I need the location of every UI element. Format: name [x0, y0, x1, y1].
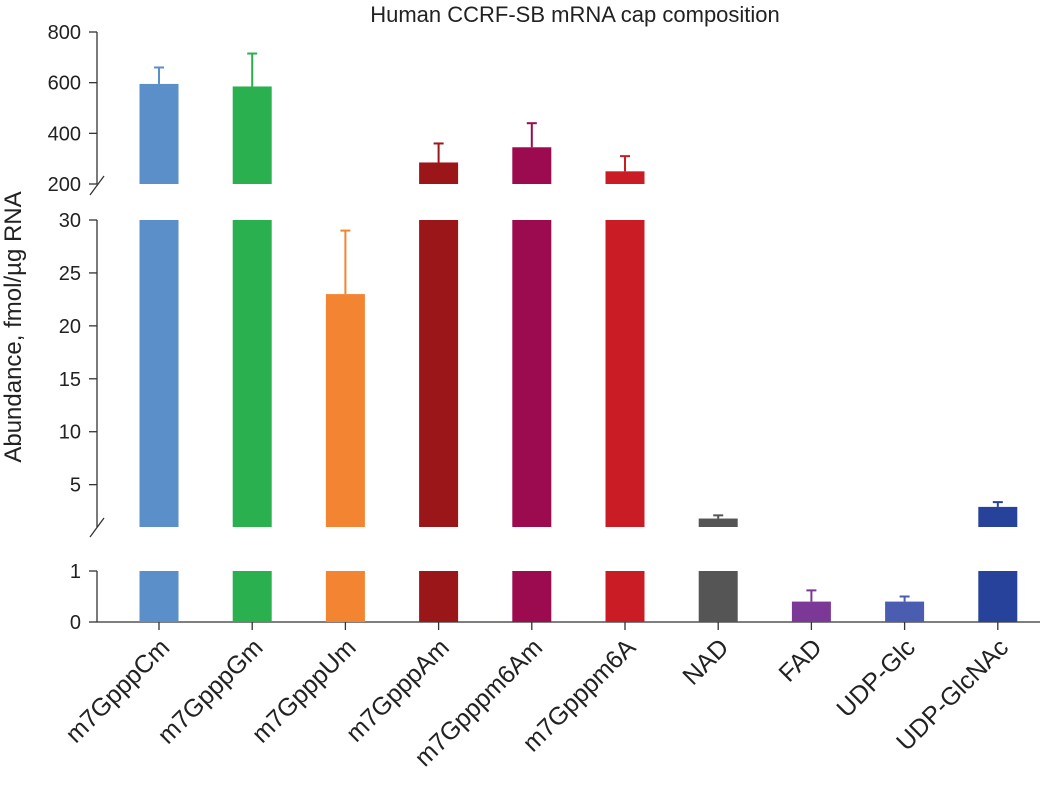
bar-m7gpppgm [232, 571, 272, 622]
y-tick-label: 0 [70, 612, 81, 634]
x-tick-label: NAD [677, 633, 734, 690]
bar-nad [698, 571, 738, 622]
axis-break-mark [89, 517, 105, 538]
bar-m7gpppm6am [512, 147, 552, 184]
bar-m7gpppcm [139, 220, 179, 527]
bar-udp-glcnac [978, 571, 1018, 622]
axes [89, 31, 1040, 630]
y-tick-label: 25 [59, 263, 81, 285]
x-tick-label: FAD [773, 633, 827, 687]
bar-m7gpppcm [139, 571, 179, 622]
y-tick-label: 20 [59, 316, 81, 338]
bar-m7gpppm6a [605, 571, 645, 622]
y-tick-label: 15 [59, 369, 81, 391]
y-tick-label: 5 [70, 475, 81, 497]
bar-m7gpppgm [232, 220, 272, 527]
bar-m7gpppgm [232, 86, 272, 184]
axis-break-mark [89, 175, 105, 196]
bars [139, 52, 1018, 622]
y-tick-label: 600 [48, 73, 81, 95]
bar-m7gpppm6a [605, 171, 645, 184]
y-tick-label: 800 [48, 22, 81, 44]
y-tick-label: 200 [48, 174, 81, 196]
bar-m7gpppum [325, 294, 365, 527]
bar-m7gpppum [325, 571, 365, 622]
bar-m7gpppam [419, 162, 459, 184]
bar-m7gpppam [419, 571, 459, 622]
bar-nad [698, 518, 738, 527]
bar-m7gpppm6am [512, 220, 552, 527]
bar-m7gpppcm [139, 83, 179, 184]
y-tick-label: 30 [59, 210, 81, 232]
x-tick-label: UDP-Glc [831, 633, 921, 723]
bar-udp-glc [885, 601, 925, 622]
bar-fad [791, 601, 831, 622]
y-tick-label: 10 [59, 422, 81, 444]
chart-title: Human CCRF-SB mRNA cap composition [370, 2, 780, 27]
bar-m7gpppam [419, 220, 459, 527]
y-tick-label: 1 [70, 561, 81, 583]
bar-m7gpppm6a [605, 220, 645, 527]
y-tick-label: 400 [48, 123, 81, 145]
y-axis-label: Abundance, fmol/µg RNA [0, 191, 27, 462]
bar-m7gpppm6am [512, 571, 552, 622]
bar-udp-glcnac [978, 506, 1018, 527]
